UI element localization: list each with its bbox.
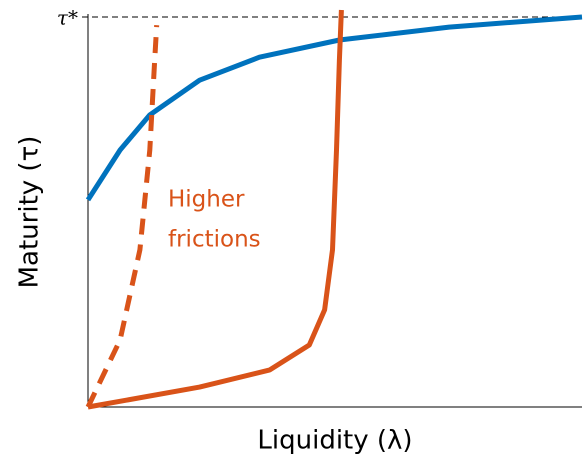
curve: [85, 14, 583, 202]
y-tick-label: τ*: [57, 6, 78, 30]
y-axis-label: Maturity (τ): [15, 136, 45, 289]
curve: [87, 9, 344, 410]
x-axis-label: Liquidity (λ): [257, 426, 412, 456]
annotation: Higher: [168, 187, 245, 213]
curve: [85, 25, 160, 409]
annotation: frictions: [168, 227, 261, 253]
